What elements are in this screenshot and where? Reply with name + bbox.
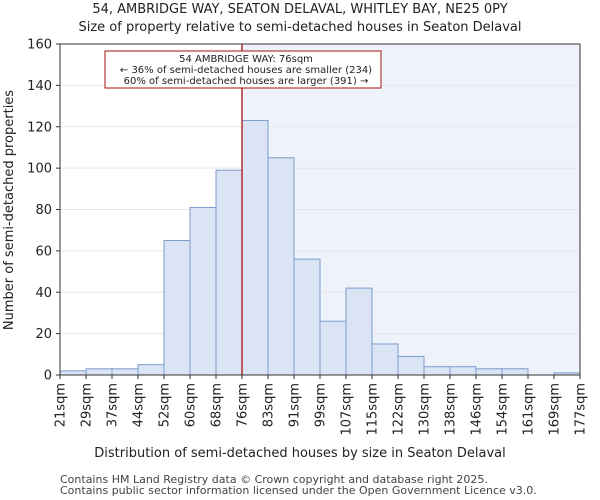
- y-axis-ticks: 0 20 40 60 80 100 120 140 160: [27, 38, 60, 384]
- annotation-line2: ← 36% of semi-detached houses are smalle…: [120, 65, 372, 76]
- y-tick-label: 60: [35, 244, 52, 259]
- x-tick-label: 115sqm: [366, 383, 381, 436]
- x-tick-label: 91sqm: [288, 383, 303, 427]
- x-tick-label: 169sqm: [548, 383, 563, 436]
- y-tick-label: 120: [27, 120, 52, 135]
- bar-107sqm: [345, 287, 373, 376]
- bar-146sqm: [475, 368, 503, 376]
- bar-52sqm: [163, 240, 191, 376]
- x-axis-ticks: 21sqm 29sqm 37sqm 44sqm 52sqm 60sqm 68sqm 76sqm…: [54, 375, 589, 436]
- x-tick-label: 177sqm: [574, 383, 589, 436]
- bar-122sqm: [397, 355, 425, 376]
- footer-line2: Contains public sector information licen…: [60, 484, 537, 497]
- x-tick-label: 52sqm: [158, 383, 173, 427]
- bar-60sqm: [189, 206, 217, 376]
- bar-83sqm: [267, 157, 295, 376]
- x-tick-label: 99sqm: [314, 383, 329, 427]
- y-axis-label: Number of semi-detached properties: [2, 90, 17, 330]
- x-tick-label: 44sqm: [132, 383, 147, 427]
- bar-115sqm: [371, 343, 399, 376]
- x-tick-label: 60sqm: [184, 383, 199, 427]
- annotation-line3: 60% of semi-detached houses are larger (…: [124, 76, 369, 87]
- y-tick-label: 160: [27, 38, 52, 53]
- y-tick-label: 20: [35, 327, 52, 342]
- x-tick-label: 130sqm: [418, 383, 433, 436]
- bar-76sqm: [241, 120, 269, 376]
- y-tick-label: 40: [35, 286, 52, 301]
- y-tick-label: 140: [27, 79, 52, 94]
- x-tick-label: 83sqm: [262, 383, 277, 427]
- y-tick-label: 80: [35, 203, 52, 218]
- bar-99sqm: [319, 320, 347, 376]
- x-tick-label: 107sqm: [340, 383, 355, 436]
- annotation-box: 54 AMBRIDGE WAY: 76sqm ← 36% of semi-det…: [104, 50, 382, 89]
- x-tick-label: 68sqm: [210, 383, 225, 427]
- bar-21sqm: [59, 370, 87, 376]
- bar-68sqm: [215, 169, 243, 376]
- chart-title-line2: Size of property relative to semi-detach…: [78, 20, 521, 35]
- bar-44sqm: [137, 364, 165, 376]
- x-tick-label: 76sqm: [236, 383, 251, 427]
- x-tick-label: 161sqm: [522, 383, 537, 436]
- chart-title-line1: 54, AMBRIDGE WAY, SEATON DELAVAL, WHITLE…: [92, 2, 507, 17]
- bar-29sqm: [85, 368, 113, 376]
- annotation-line1: 54 AMBRIDGE WAY: 76sqm: [179, 54, 313, 65]
- x-axis-label: Distribution of semi-detached houses by …: [94, 446, 505, 461]
- x-tick-label: 154sqm: [496, 383, 511, 436]
- bar-138sqm: [449, 366, 477, 376]
- y-tick-label: 0: [44, 369, 52, 384]
- bar-91sqm: [293, 258, 321, 376]
- x-tick-label: 37sqm: [106, 383, 121, 427]
- bar-37sqm: [111, 368, 139, 376]
- x-tick-label: 146sqm: [470, 383, 485, 436]
- x-tick-label: 122sqm: [392, 383, 407, 436]
- x-tick-label: 138sqm: [444, 383, 459, 436]
- bar-130sqm: [423, 366, 451, 376]
- footer-line1: Contains HM Land Registry data © Crown c…: [60, 473, 488, 486]
- x-tick-label: 21sqm: [54, 383, 69, 427]
- bar-154sqm: [501, 368, 529, 376]
- x-tick-label: 29sqm: [80, 383, 95, 427]
- y-tick-label: 100: [27, 162, 52, 177]
